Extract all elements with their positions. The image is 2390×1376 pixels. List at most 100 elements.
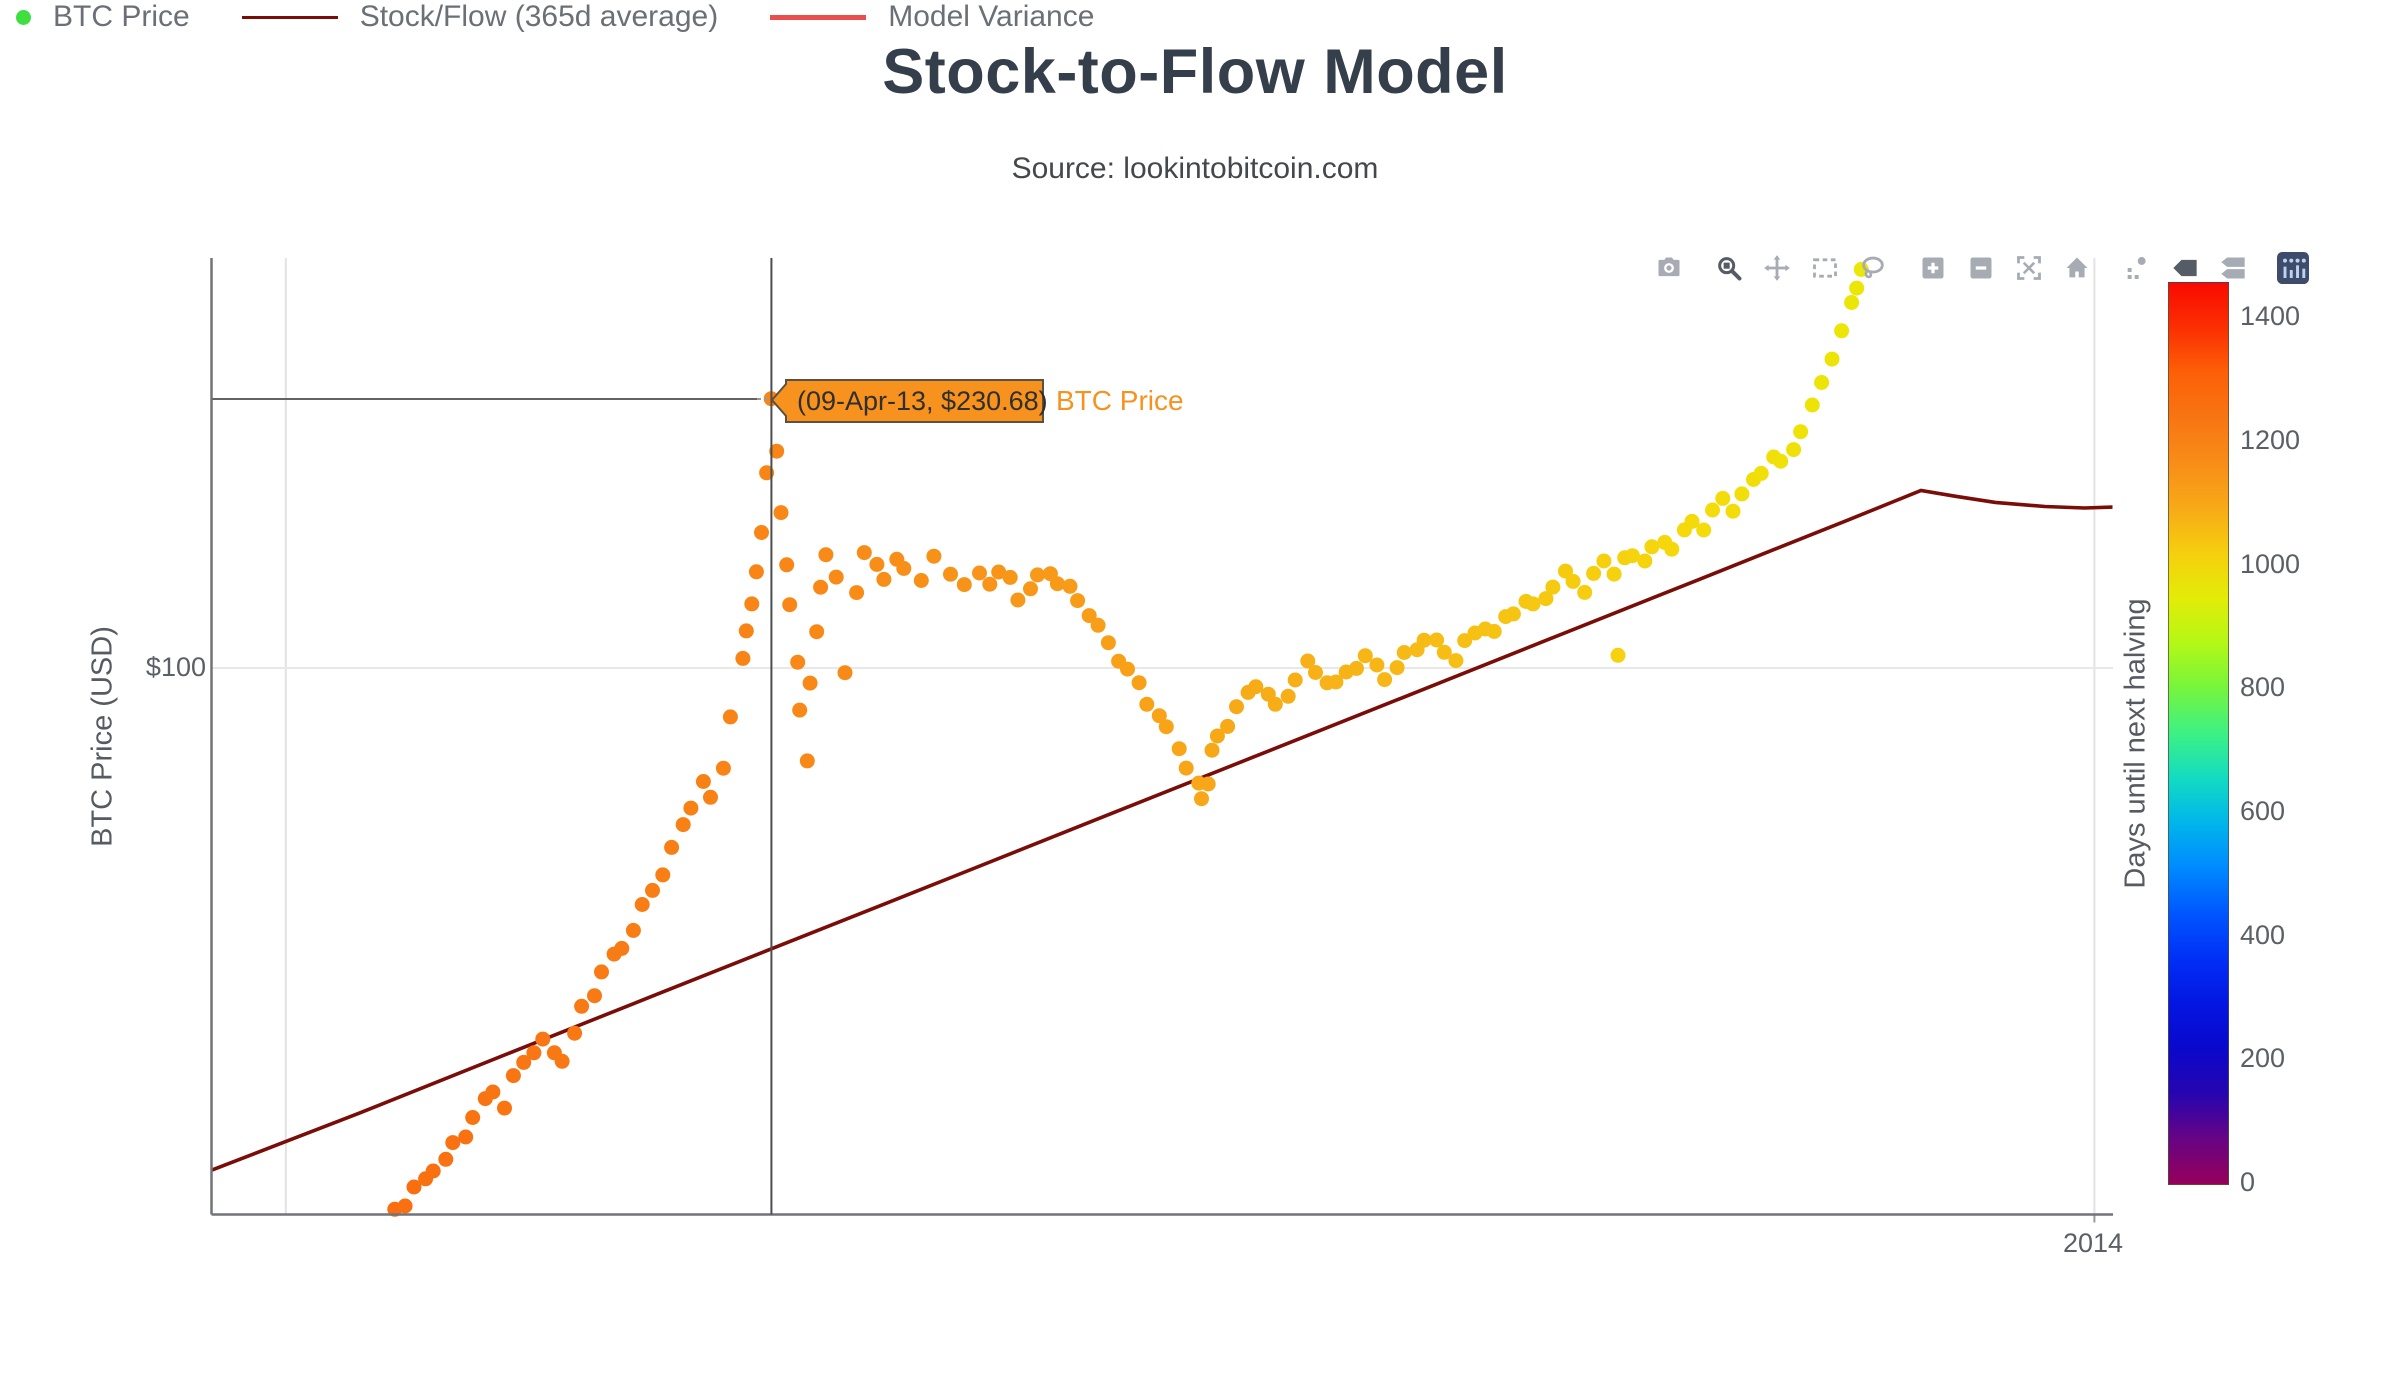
btc-dot[interactable] — [1804, 397, 1820, 413]
btc-dot[interactable] — [1610, 647, 1626, 663]
btc-dot[interactable] — [744, 596, 760, 612]
legend-item-model-variance[interactable]: Model Variance — [764, 0, 1094, 34]
btc-dot[interactable] — [790, 654, 806, 670]
btc-dot[interactable] — [1158, 719, 1174, 735]
btc-dot[interactable] — [1577, 584, 1593, 600]
btc-dot[interactable] — [782, 597, 798, 613]
btc-dot[interactable] — [1131, 675, 1147, 691]
pan-icon[interactable] — [1760, 253, 1794, 283]
btc-dot[interactable] — [1090, 617, 1106, 633]
btc-dot[interactable] — [1389, 660, 1405, 676]
btc-dot[interactable] — [1396, 645, 1412, 660]
btc-dot[interactable] — [594, 964, 609, 980]
btc-dot[interactable] — [1624, 548, 1640, 564]
btc-dot[interactable] — [1081, 608, 1097, 624]
btc-dot[interactable] — [1734, 486, 1750, 502]
lasso-icon[interactable] — [1856, 253, 1890, 283]
btc-dot[interactable] — [625, 922, 641, 938]
btc-dot[interactable] — [759, 465, 775, 481]
btc-price-dots[interactable] — [387, 261, 1869, 1217]
hover-compare-icon[interactable] — [2216, 253, 2250, 283]
btc-dot[interactable] — [1644, 539, 1660, 555]
btc-dot[interactable] — [972, 565, 987, 581]
btc-dot[interactable] — [1171, 741, 1187, 757]
btc-dot[interactable] — [505, 1068, 521, 1084]
btc-dot[interactable] — [1824, 351, 1840, 367]
btc-dot[interactable] — [1139, 696, 1155, 712]
btc-dot[interactable] — [587, 988, 602, 1004]
btc-dot[interactable] — [1030, 567, 1045, 583]
btc-dot[interactable] — [735, 650, 751, 666]
btc-dot[interactable] — [1429, 632, 1445, 648]
btc-dot[interactable] — [876, 571, 892, 587]
legend-item-btc-price[interactable]: BTC Price — [0, 0, 190, 34]
btc-dot[interactable] — [1696, 522, 1712, 538]
btc-dot[interactable] — [1457, 633, 1473, 649]
btc-dot[interactable] — [1486, 623, 1502, 639]
btc-dot[interactable] — [1120, 661, 1135, 677]
btc-dot[interactable] — [1586, 565, 1602, 581]
btc-dot[interactable] — [1300, 653, 1316, 669]
btc-dot[interactable] — [406, 1179, 422, 1195]
btc-dot[interactable] — [1525, 596, 1541, 612]
btc-dot[interactable] — [769, 443, 785, 459]
btc-dot[interactable] — [675, 817, 691, 833]
btc-dot[interactable] — [1606, 566, 1622, 582]
btc-dot[interactable] — [567, 1025, 583, 1041]
btc-dot[interactable] — [1010, 592, 1026, 608]
btc-dot[interactable] — [849, 585, 865, 601]
btc-dot[interactable] — [1178, 760, 1194, 776]
btc-dot[interactable] — [1280, 688, 1296, 704]
btc-dot[interactable] — [1849, 280, 1865, 296]
zoom-out-icon[interactable] — [1964, 253, 1998, 283]
btc-dot[interactable] — [634, 897, 650, 912]
btc-dot[interactable] — [792, 702, 808, 718]
btc-dot[interactable] — [397, 1198, 413, 1214]
btc-dot[interactable] — [1725, 503, 1741, 519]
plotly-logo-icon[interactable] — [2276, 252, 2310, 284]
btc-dot[interactable] — [703, 789, 718, 805]
btc-dot[interactable] — [1369, 657, 1385, 673]
btc-dot[interactable] — [943, 566, 958, 582]
btc-dot[interactable] — [1349, 660, 1364, 676]
btc-dot[interactable] — [828, 569, 844, 585]
btc-dot[interactable] — [516, 1054, 532, 1070]
btc-dot[interactable] — [1448, 653, 1464, 669]
btc-dot[interactable] — [1436, 644, 1452, 660]
btc-dot[interactable] — [485, 1084, 501, 1100]
btc-dot[interactable] — [683, 800, 699, 816]
btc-dot[interactable] — [1023, 581, 1038, 597]
btc-dot[interactable] — [1267, 696, 1283, 712]
legend-item-stock-flow[interactable]: Stock/Flow (365d average) — [236, 0, 718, 34]
btc-dot[interactable] — [1062, 578, 1078, 594]
btc-dot[interactable] — [802, 675, 818, 691]
btc-dot[interactable] — [956, 577, 972, 593]
btc-dot[interactable] — [1328, 674, 1344, 690]
btc-dot[interactable] — [779, 557, 795, 573]
btc-dot[interactable] — [1538, 591, 1554, 607]
btc-dot[interactable] — [1705, 502, 1720, 518]
btc-dot[interactable] — [445, 1135, 461, 1151]
btc-dot[interactable] — [1049, 576, 1065, 592]
btc-dot[interactable] — [799, 753, 815, 769]
btc-dot[interactable] — [535, 1031, 551, 1047]
btc-dot[interactable] — [438, 1151, 454, 1167]
modebar-toolbar[interactable] — [1652, 252, 2310, 284]
btc-dot[interactable] — [465, 1110, 481, 1125]
btc-dot[interactable] — [869, 556, 885, 572]
btc-dot[interactable] — [458, 1129, 474, 1145]
btc-dot[interactable] — [1786, 442, 1802, 458]
btc-dot[interactable] — [554, 1053, 570, 1069]
btc-dot[interactable] — [1545, 579, 1561, 595]
btc-dot[interactable] — [837, 665, 853, 681]
btc-dot[interactable] — [738, 623, 754, 639]
btc-dot[interactable] — [695, 774, 711, 789]
btc-dot[interactable] — [926, 548, 942, 564]
btc-dot[interactable] — [1248, 679, 1264, 695]
btc-dot[interactable] — [1100, 635, 1116, 651]
btc-dot[interactable] — [1357, 648, 1373, 664]
btc-dot[interactable] — [1416, 632, 1432, 648]
btc-dot[interactable] — [1558, 563, 1573, 579]
btc-dot[interactable] — [574, 998, 590, 1014]
